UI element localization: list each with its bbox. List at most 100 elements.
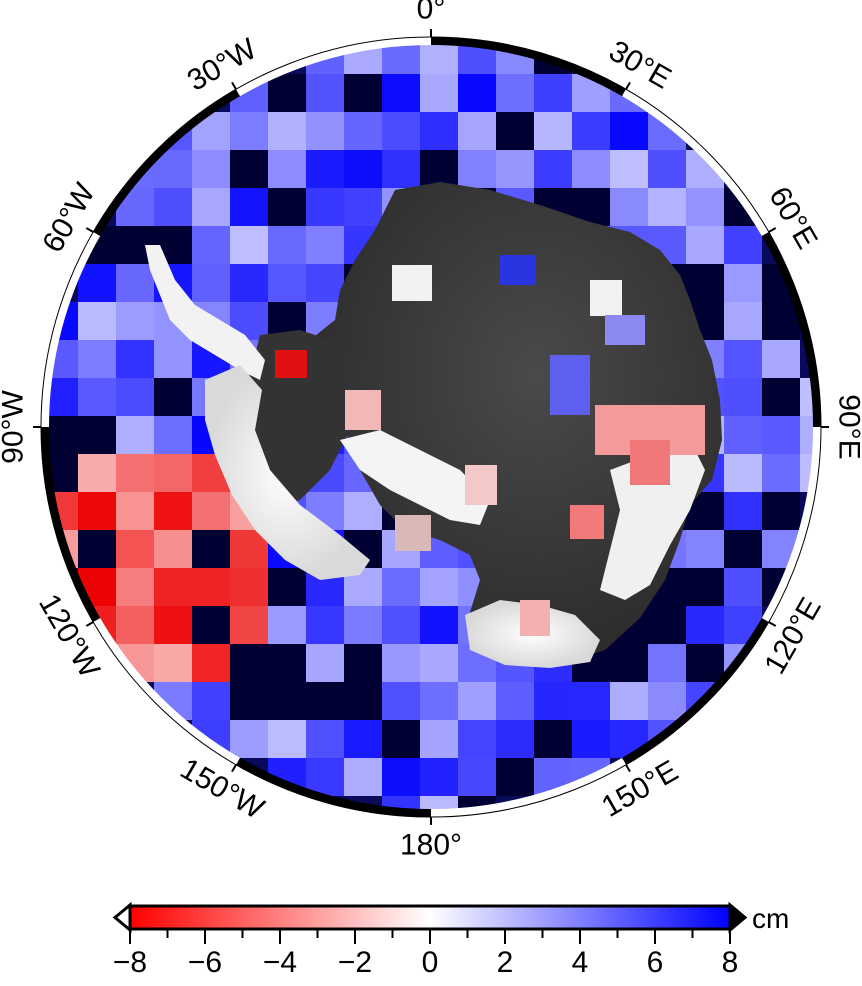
ocean-anomaly-cell xyxy=(686,188,724,226)
ocean-anomaly-cell xyxy=(420,112,458,150)
colorbar-below-min-triangle xyxy=(112,901,132,934)
ocean-anomaly-cell xyxy=(648,188,686,226)
ocean-anomaly-cell xyxy=(230,188,268,226)
map-frame-segment xyxy=(761,232,821,428)
ocean-anomaly-cell xyxy=(78,416,116,454)
ocean-anomaly-cell xyxy=(344,606,382,644)
colorbar-tick-label: −2 xyxy=(338,946,372,979)
map-frame-segment xyxy=(93,617,241,765)
ocean-anomaly-cell xyxy=(572,720,610,758)
ocean-anomaly-cell xyxy=(800,416,814,454)
ocean-anomaly-cell xyxy=(420,758,458,796)
ocean-anomaly-cell xyxy=(572,150,610,188)
ocean-anomaly-cell xyxy=(610,112,648,150)
colorbar-tick-label: 8 xyxy=(722,946,739,979)
ocean-anomaly-cell xyxy=(420,644,458,682)
ocean-anomaly-cell xyxy=(306,150,344,188)
ocean-anomaly-cell xyxy=(268,188,306,226)
colorbar-above-max-triangle xyxy=(728,901,748,934)
ocean-anomaly-cell xyxy=(154,530,192,568)
colorbar-tick-label: 0 xyxy=(422,946,439,979)
ocean-anomaly-cell xyxy=(192,644,230,682)
ocean-anomaly-cell xyxy=(154,340,192,378)
ocean-anomaly-cell xyxy=(648,682,686,720)
ocean-anomaly-cell xyxy=(382,150,420,188)
ocean-anomaly-cell xyxy=(306,606,344,644)
ocean-anomaly-cell xyxy=(268,264,306,302)
ocean-anomaly-cell xyxy=(230,720,268,758)
ocean-anomaly-cell xyxy=(686,226,724,264)
ocean-anomaly-cell xyxy=(382,720,420,758)
ocean-anomaly-cell xyxy=(724,492,762,530)
ocean-anomaly-cell xyxy=(78,454,116,492)
ocean-anomaly-cell xyxy=(420,720,458,758)
ocean-anomaly-cell xyxy=(116,340,154,378)
ocean-anomaly-cell xyxy=(344,720,382,758)
ocean-anomaly-cell xyxy=(230,264,268,302)
map-frame-segment xyxy=(621,617,769,765)
ocean-anomaly-cell xyxy=(534,150,572,188)
ocean-anomaly-cell xyxy=(78,492,116,530)
ocean-anomaly-cell xyxy=(306,112,344,150)
ocean-anomaly-cell xyxy=(762,378,800,416)
ocean-anomaly-cell xyxy=(382,74,420,112)
ocean-anomaly-cell xyxy=(116,568,154,606)
colorbar-tick-label: 6 xyxy=(647,946,664,979)
ocean-anomaly-cell xyxy=(496,150,534,188)
ocean-anomaly-cell xyxy=(48,416,78,454)
ocean-anomaly-cell xyxy=(230,226,268,264)
colorbar-tick-label: −4 xyxy=(263,946,297,979)
ocean-anomaly-cell xyxy=(420,44,458,74)
ocean-anomaly-cell xyxy=(154,606,192,644)
ocean-anomaly-cell xyxy=(192,150,230,188)
map-disc xyxy=(48,44,814,810)
ocean-anomaly-cell xyxy=(382,112,420,150)
ocean-anomaly-cell xyxy=(268,682,306,720)
ocean-anomaly-cell xyxy=(496,74,534,112)
ocean-anomaly-cell xyxy=(572,112,610,150)
ocean-anomaly-cell xyxy=(496,682,534,720)
longitude-tick xyxy=(85,227,94,233)
ocean-anomaly-cell xyxy=(344,758,382,796)
ocean-anomaly-cell xyxy=(382,758,420,796)
ocean-anomaly-cell xyxy=(154,416,192,454)
ocean-anomaly-cell xyxy=(458,682,496,720)
ocean-anomaly-cell xyxy=(230,644,268,682)
ocean-anomaly-cell xyxy=(344,112,382,150)
ocean-anomaly-cell xyxy=(306,264,344,302)
ocean-anomaly-cell xyxy=(648,606,686,644)
colorbar-gradient xyxy=(128,904,732,931)
ocean-anomaly-cell xyxy=(268,150,306,188)
interior-ice-patch xyxy=(590,280,622,316)
ocean-anomaly-cell xyxy=(78,530,116,568)
ocean-anomaly-cell xyxy=(420,606,458,644)
ocean-anomaly-cell xyxy=(192,530,230,568)
ocean-anomaly-cell xyxy=(116,530,154,568)
ocean-anomaly-cell xyxy=(724,226,762,264)
ocean-anomaly-cell xyxy=(496,758,534,796)
interior-anomaly-patch xyxy=(605,315,645,345)
east-ice-stream xyxy=(600,440,705,600)
interior-anomaly-patch xyxy=(570,505,604,539)
ocean-anomaly-cell xyxy=(762,492,800,530)
ocean-anomaly-cell xyxy=(686,530,724,568)
interior-anomaly-patch xyxy=(520,600,550,636)
interior-anomaly-patch xyxy=(550,355,590,415)
map-frame xyxy=(40,36,822,818)
longitude-label: 0° xyxy=(417,0,446,26)
ocean-anomaly-cell xyxy=(420,682,458,720)
map-frame-segment xyxy=(41,426,101,622)
ocean-anomaly-cell xyxy=(344,492,382,530)
map-frame-segment xyxy=(621,89,769,237)
ocean-anomaly-cell xyxy=(686,568,724,606)
interior-anomaly-patch xyxy=(630,440,670,485)
colorbar: −8 −6 −4 −2 0 2 4 6 8 cm xyxy=(112,901,789,979)
ocean-anomaly-cell xyxy=(268,74,306,112)
ocean-anomaly-cell xyxy=(382,606,420,644)
colorbar-ticks xyxy=(129,930,731,944)
ocean-anomaly-cell xyxy=(724,340,762,378)
colorbar-tick-label: 2 xyxy=(497,946,514,979)
ocean-anomaly-cell xyxy=(192,264,230,302)
ocean-anomaly-cell xyxy=(230,112,268,150)
